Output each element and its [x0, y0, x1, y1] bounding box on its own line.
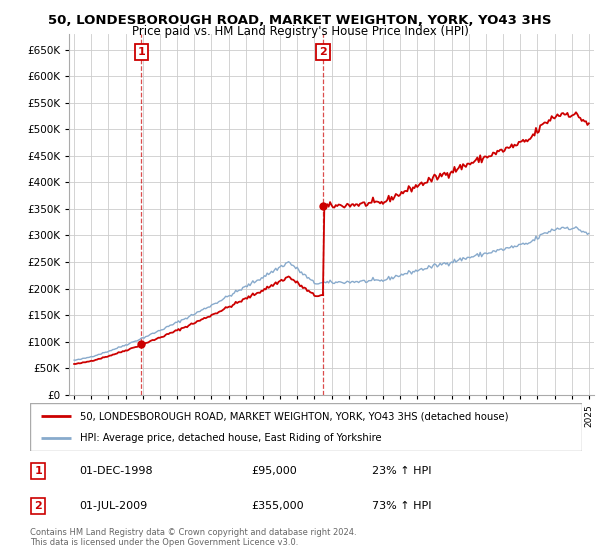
FancyBboxPatch shape: [30, 403, 582, 451]
Text: Price paid vs. HM Land Registry's House Price Index (HPI): Price paid vs. HM Land Registry's House …: [131, 25, 469, 38]
Text: £355,000: £355,000: [251, 501, 304, 511]
Text: HPI: Average price, detached house, East Riding of Yorkshire: HPI: Average price, detached house, East…: [80, 433, 382, 443]
Text: 23% ↑ HPI: 23% ↑ HPI: [372, 466, 432, 476]
Text: 1: 1: [137, 47, 145, 57]
Text: 73% ↑ HPI: 73% ↑ HPI: [372, 501, 432, 511]
Text: 1: 1: [34, 466, 42, 476]
Text: 01-DEC-1998: 01-DEC-1998: [80, 466, 154, 476]
Text: 01-JUL-2009: 01-JUL-2009: [80, 501, 148, 511]
Text: 50, LONDESBOROUGH ROAD, MARKET WEIGHTON, YORK, YO43 3HS: 50, LONDESBOROUGH ROAD, MARKET WEIGHTON,…: [48, 14, 552, 27]
Text: 2: 2: [319, 47, 327, 57]
Text: 2: 2: [34, 501, 42, 511]
Text: £95,000: £95,000: [251, 466, 296, 476]
Text: Contains HM Land Registry data © Crown copyright and database right 2024.
This d: Contains HM Land Registry data © Crown c…: [30, 528, 356, 547]
Text: 50, LONDESBOROUGH ROAD, MARKET WEIGHTON, YORK, YO43 3HS (detached house): 50, LONDESBOROUGH ROAD, MARKET WEIGHTON,…: [80, 411, 508, 421]
